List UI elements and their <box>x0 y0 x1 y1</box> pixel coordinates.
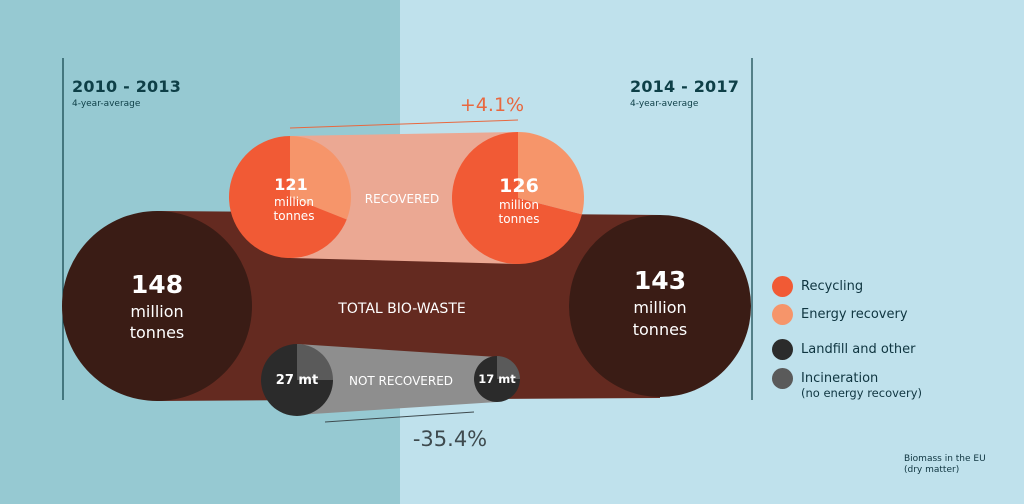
total-left-unit2: tonnes <box>130 323 185 342</box>
recovered-change-line <box>289 119 519 129</box>
total-right-circle <box>569 215 751 397</box>
recovered-label: RECOVERED <box>365 192 439 206</box>
left-period-years: 2010 - 2013 <box>72 77 182 96</box>
not-recovered-left-pie <box>261 344 333 416</box>
incineration-label: Incineration <box>801 371 879 386</box>
recovered-right-pie <box>452 132 584 264</box>
legend-item-energy-recovery: Energy recovery <box>772 304 908 325</box>
right-period-years: 2014 - 2017 <box>630 77 740 96</box>
total-left-circle <box>62 211 252 401</box>
legend-item-recycling: Recycling <box>772 276 863 297</box>
energy-recovery-slice-left <box>290 136 351 220</box>
recycling-slice-left <box>229 136 347 259</box>
footnote: Biomass in the EU (dry matter) <box>904 454 986 476</box>
right-period-note: 4-year-average <box>630 99 699 109</box>
total-right-unit2: tonnes <box>633 320 688 339</box>
not-recovered-right-pie <box>474 356 520 402</box>
recovered-left-unit1: million <box>274 195 314 209</box>
recycling-swatch-icon <box>772 276 793 297</box>
incineration-slice-right <box>497 356 520 379</box>
not-recovered-change-line <box>324 411 475 423</box>
energy-recovery-swatch-icon <box>772 304 793 325</box>
footnote-line1: Biomass in the EU <box>904 454 986 464</box>
not-recovered-label: NOT RECOVERED <box>349 374 453 388</box>
legend-item-incineration: Incineration (no energy recovery) <box>772 368 922 401</box>
not-recovered-right-value: 17 mt <box>478 372 516 386</box>
total-left-unit1: million <box>130 302 183 321</box>
recovered-left-pie <box>229 136 351 259</box>
energy-recovery-slice-right <box>518 132 584 215</box>
left-period-note: 4-year-average <box>72 99 141 109</box>
legend-label-energy-recovery: Energy recovery <box>801 307 908 322</box>
total-right-unit1: million <box>633 298 686 317</box>
recovered-left-unit2: tonnes <box>274 209 315 223</box>
incineration-slice-left <box>297 344 333 380</box>
landfill-slice-right <box>474 356 520 402</box>
legend-item-landfill: Landfill and other <box>772 339 915 360</box>
not-recovered-left-value: 27 mt <box>276 373 318 388</box>
total-left-value: 148 <box>131 270 183 299</box>
recovered-right-unit1: million <box>499 198 539 212</box>
recovered-right-unit2: tonnes <box>499 212 540 226</box>
landfill-swatch-icon <box>772 339 793 360</box>
right-period-heading: 2014 - 2017 4-year-average <box>630 77 739 109</box>
legend-label-incineration: Incineration (no energy recovery) <box>801 371 922 401</box>
recovered-left-value: 121 <box>274 175 307 194</box>
landfill-slice-left <box>261 344 333 416</box>
total-right-value: 143 <box>634 266 686 295</box>
incineration-note: (no energy recovery) <box>801 386 923 400</box>
total-bio-waste-label: TOTAL BIO-WASTE <box>337 301 465 317</box>
left-period-heading: 2010 - 2013 4-year-average <box>72 77 181 109</box>
incineration-swatch-icon <box>772 368 793 389</box>
legend-label-recycling: Recycling <box>801 279 864 294</box>
not-recovered-change: -35.4% <box>413 427 487 451</box>
recovered-change: +4.1% <box>460 94 524 116</box>
not-recovered-band <box>297 344 497 415</box>
recycling-slice-right <box>452 132 582 264</box>
footnote-line2: (dry matter) <box>904 465 960 475</box>
recovered-right-value: 126 <box>499 175 539 197</box>
legend-label-landfill: Landfill and other <box>801 342 916 357</box>
